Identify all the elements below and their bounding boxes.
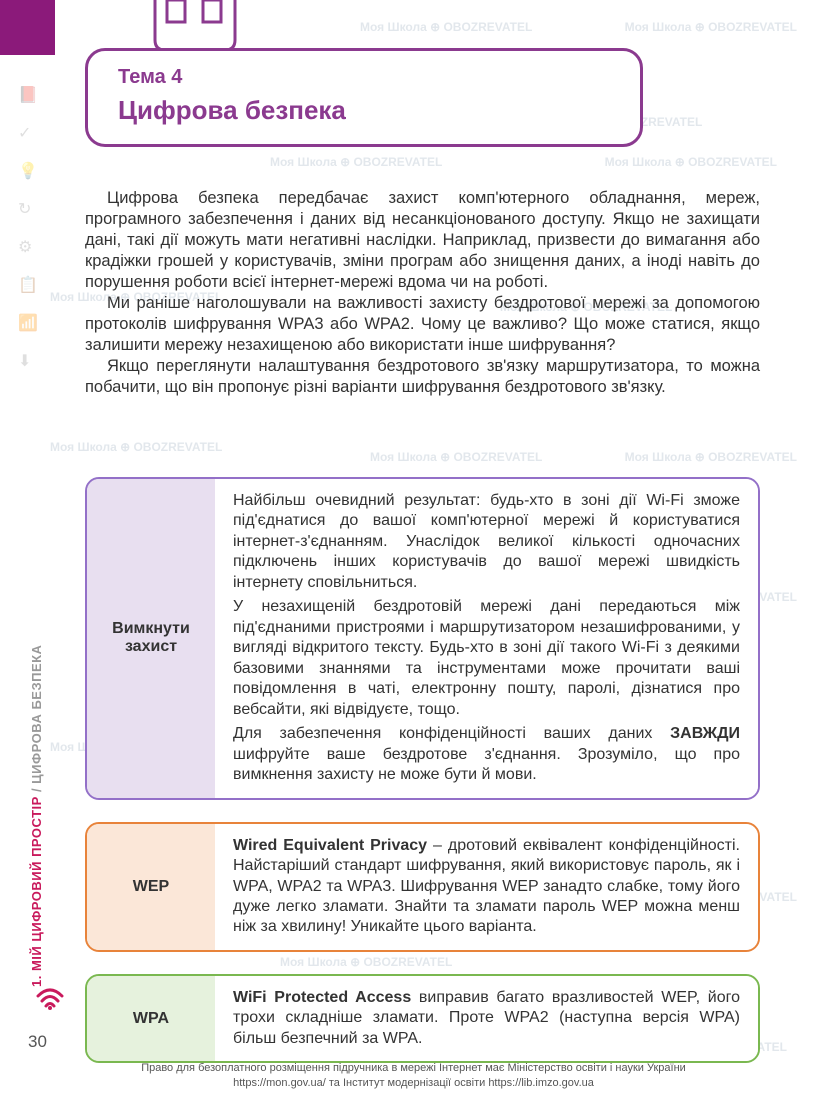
watermark: Моя Школа ⊕ OBOZREVATEL [605,155,777,169]
watermark: Моя Школа ⊕ OBOZREVATEL [50,440,222,454]
watermark: Моя Школа ⊕ OBOZREVATEL [625,450,797,464]
table-text: У незахищеній бездротовій мережі дані пе… [233,597,740,720]
book-icon: 📕 [18,85,38,105]
sidebar-icons: 📕 ✓ 💡 ↻ ⚙ 📋 📶 ⬇ [18,85,38,371]
security-tables: Вимкнути захист Найбільш очевидний резул… [85,477,760,1085]
watermark: Моя Школа ⊕ OBOZREVATEL [270,155,442,169]
header-graphic [85,0,645,55]
note-icon: 📋 [18,275,38,295]
watermark: Моя Школа ⊕ OBOZREVATEL [370,450,542,464]
body-text: Цифрова безпека передбачає захист комп'ю… [85,188,760,398]
topic-title: Цифрова безпека [118,95,610,126]
table-left-label: WEP [87,824,215,950]
page-number: 30 [28,1032,47,1052]
table-wpa: WPA WiFi Protected Access виправив багат… [85,974,760,1063]
corner-block [0,0,55,55]
paragraph-3: Якщо переглянути налаштування бездротово… [85,356,760,398]
table-right-content: WiFi Protected Access виправив багато вр… [215,976,758,1061]
topic-number: Тема 4 [118,66,610,89]
footer: Право для безоплатного розміщення підруч… [0,1061,827,1090]
check-icon: ✓ [18,123,38,143]
wifi-footer-icon [36,986,64,1017]
side-label-red: 1. МІЙ ЦИФРОВИЙ ПРОСТІР [29,796,44,987]
table-wep: WEP Wired Equivalent Privacy – дротовий … [85,822,760,952]
side-label-gray: / ЦИФРОВА БЕЗПЕКА [29,645,44,797]
table-disable-security: Вимкнути захист Найбільш очевидний резул… [85,477,760,800]
footer-line-2: https://mon.gov.ua/ та Інститут модерніз… [0,1076,827,1090]
table-left-label: WPA [87,976,215,1061]
side-label: 1. МІЙ ЦИФРОВИЙ ПРОСТІР / ЦИФРОВА БЕЗПЕК… [29,645,44,987]
download-icon: ⬇ [18,351,38,371]
table-right-content: Wired Equivalent Privacy – дротовий екві… [215,824,758,950]
paragraph-1: Цифрова безпека передбачає захист комп'ю… [85,188,760,293]
wifi-icon: 📶 [18,313,38,333]
refresh-icon: ↻ [18,199,38,219]
lightbulb-icon: 💡 [18,161,38,181]
table-text: WiFi Protected Access виправив багато вр… [233,988,740,1049]
topic-box: Тема 4 Цифрова безпека [85,48,643,147]
watermark: Моя Школа ⊕ OBOZREVATEL [625,20,797,34]
footer-line-1: Право для безоплатного розміщення підруч… [0,1061,827,1075]
table-text: Найбільш очевидний результат: будь-хто в… [233,491,740,593]
table-right-content: Найбільш очевидний результат: будь-хто в… [215,479,758,798]
table-left-label: Вимкнути захист [87,479,215,798]
table-text: Для забезпечення конфіденційності ваших … [233,724,740,785]
gear-icon: ⚙ [18,237,38,257]
paragraph-2: Ми раніше наголошували на важливості зах… [85,293,760,356]
table-text: Wired Equivalent Privacy – дротовий екві… [233,836,740,938]
